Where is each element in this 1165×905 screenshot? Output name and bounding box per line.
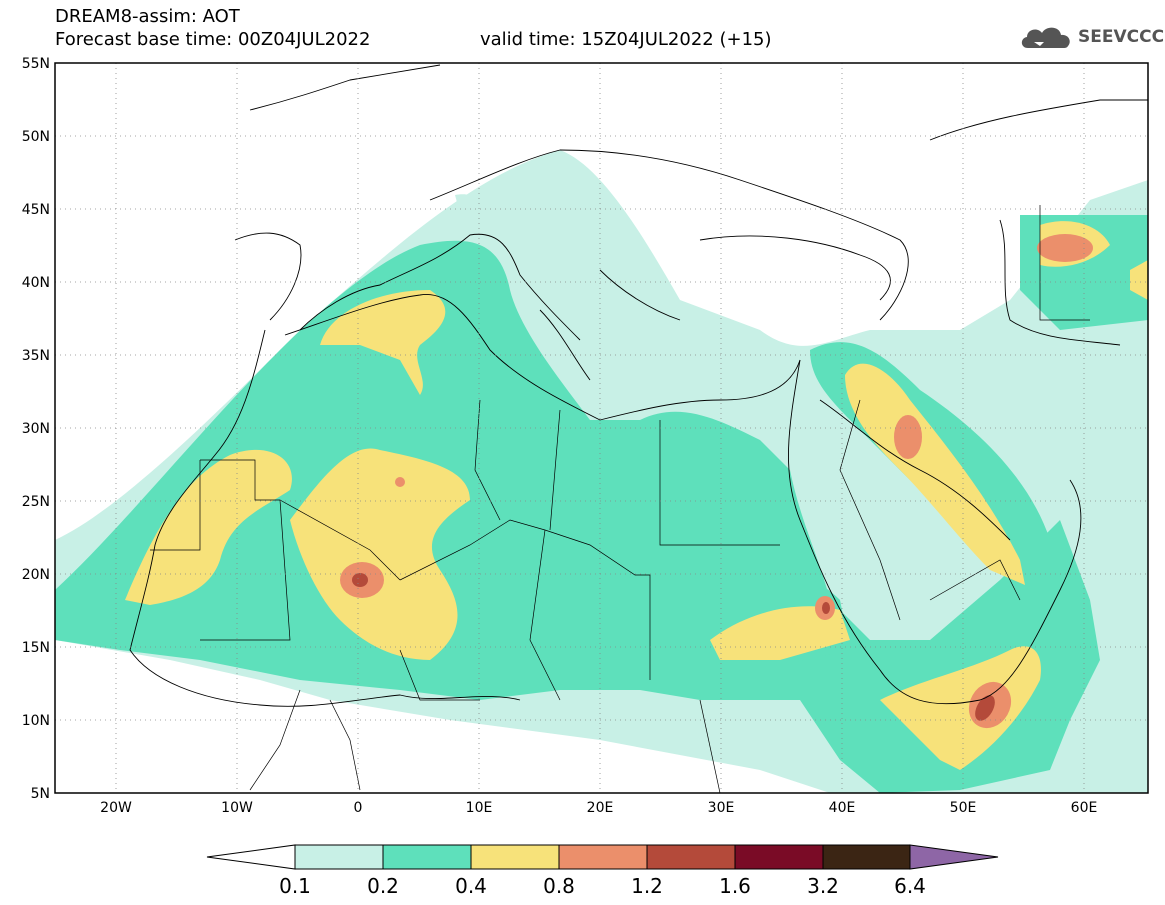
graticule — [55, 63, 1148, 793]
coastlines — [129, 64, 1148, 707]
colorbar-label: 1.2 — [631, 874, 663, 898]
colorbar-swatch — [734, 844, 824, 870]
colorbar-swatch — [558, 844, 648, 870]
colorbar-label: 0.4 — [455, 874, 487, 898]
colorbar-swatch — [646, 844, 736, 870]
lon-ticks: 20W 10W 0 10E 20E 30E 40E 50E 60E — [100, 800, 1097, 816]
lon-tick: 10E — [466, 800, 493, 816]
colorbar-label: 6.4 — [894, 874, 926, 898]
lat-tick: 15N — [22, 640, 50, 656]
lat-tick: 5N — [31, 786, 50, 802]
lat-tick: 50N — [22, 129, 50, 145]
lon-tick: 30E — [708, 800, 735, 816]
colorbar-swatch — [470, 844, 560, 870]
forecast-base-time: Forecast base time: 00Z04JUL2022 — [55, 29, 371, 50]
lat-tick: 35N — [22, 348, 50, 364]
lat-tick: 10N — [22, 713, 50, 729]
colorbar-label: 0.2 — [367, 874, 399, 898]
lat-tick: 40N — [22, 275, 50, 291]
lon-tick: 60E — [1071, 800, 1098, 816]
seevccc-logo: SEEVCCC — [1018, 22, 1164, 52]
colorbar-label: 1.6 — [719, 874, 751, 898]
lon-tick: 10W — [221, 800, 253, 816]
lon-tick: 20E — [587, 800, 614, 816]
colorbar: 0.1 0.2 0.4 0.8 1.2 1.6 3.2 6.4 — [206, 844, 999, 898]
colorbar-swatch — [382, 844, 472, 870]
colorbar-label: 3.2 — [807, 874, 839, 898]
lat-tick: 20N — [22, 567, 50, 583]
lon-tick: 20W — [100, 800, 132, 816]
valid-time: valid time: 15Z04JUL2022 (+15) — [480, 29, 772, 50]
logo-text: SEEVCCC — [1078, 27, 1165, 47]
map-title: DREAM8-assim: AOT — [55, 6, 240, 27]
lat-ticks: 55N 50N 45N 40N 35N 30N 25N 20N 15N 10N … — [22, 56, 50, 802]
lon-tick: 0 — [354, 800, 363, 816]
country-borders — [150, 205, 1090, 793]
colorbar-right-arrow — [909, 844, 999, 870]
colorbar-label: 0.1 — [279, 874, 311, 898]
lat-tick: 45N — [22, 202, 50, 218]
colorbar-label: 0.8 — [543, 874, 575, 898]
lat-tick: 25N — [22, 494, 50, 510]
colorbar-swatch — [822, 844, 911, 870]
lat-tick: 30N — [22, 421, 50, 437]
colorbar-left-arrow — [206, 844, 296, 870]
lat-tick: 55N — [22, 56, 50, 72]
cloud-icon — [1021, 27, 1070, 48]
aot-band-1.2 — [352, 573, 995, 721]
lon-tick: 40E — [829, 800, 856, 816]
map-frame — [54, 62, 1149, 794]
lon-tick: 50E — [950, 800, 977, 816]
colorbar-swatch — [294, 844, 384, 870]
